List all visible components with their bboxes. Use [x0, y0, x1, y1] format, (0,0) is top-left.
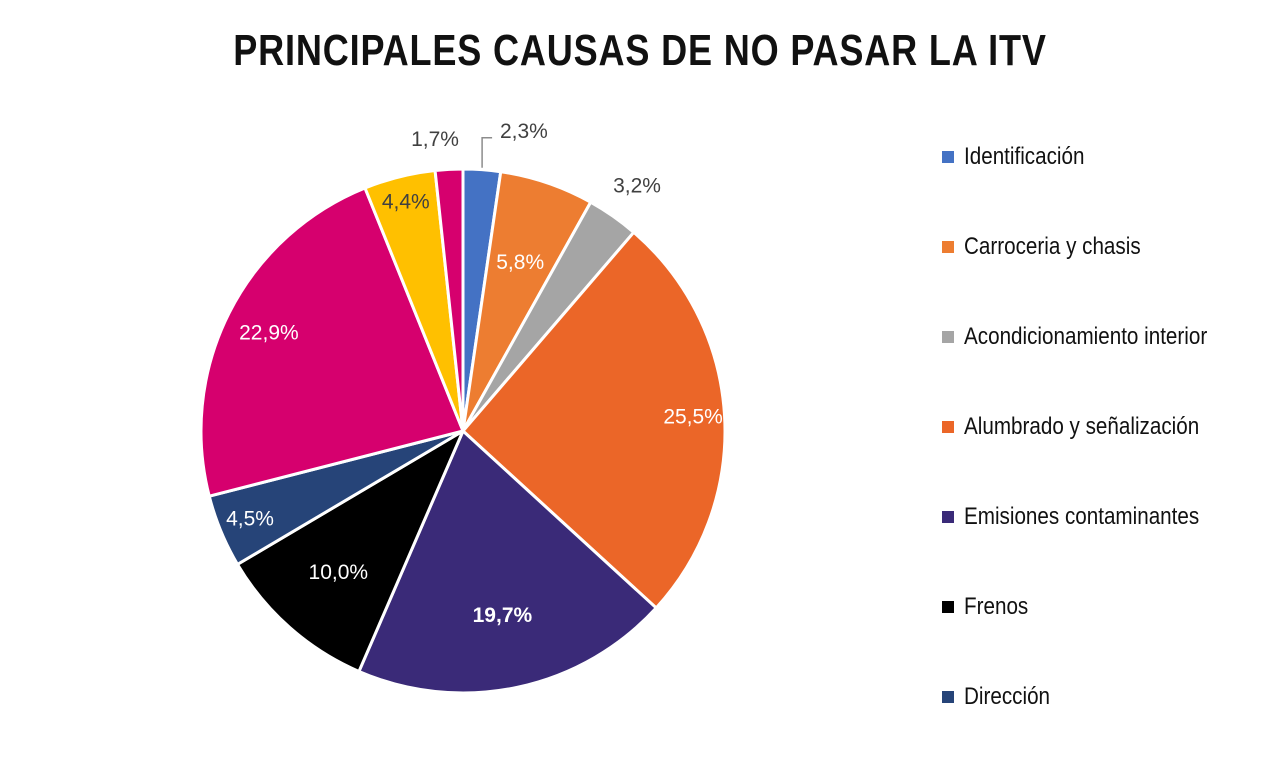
- pie-slice: [433, 167, 465, 433]
- legend-swatch: [942, 151, 954, 163]
- pie-slice: [461, 230, 727, 610]
- legend-item: Dirección: [942, 672, 1247, 762]
- slice-label: 25,5%: [663, 406, 723, 429]
- slice-label: 4,5%: [226, 508, 274, 531]
- slice-label: 5,8%: [496, 251, 544, 274]
- legend-swatch: [942, 241, 954, 253]
- slice-label: 10,0%: [309, 561, 369, 584]
- pie-slice: [357, 429, 658, 695]
- legend-label: Frenos: [964, 593, 1029, 620]
- pie-slices: [199, 167, 727, 695]
- slice-label: 1,7%: [411, 128, 459, 151]
- legend-swatch: [942, 421, 954, 433]
- leader-line: [481, 136, 493, 168]
- legend-label: Emisiones contaminantes: [964, 503, 1200, 530]
- legend-swatch: [942, 601, 954, 613]
- slice-label: 19,7%: [473, 604, 533, 627]
- legend-item: Frenos: [942, 582, 1247, 672]
- legend-swatch: [942, 691, 954, 703]
- slice-label: 3,2%: [613, 175, 661, 198]
- leader-lines: [481, 136, 493, 168]
- legend-item: Carroceria y chasis: [942, 222, 1247, 312]
- legend-label: Dirección: [964, 683, 1051, 710]
- slice-label: 22,9%: [239, 321, 299, 344]
- legend-item: Acondicionamiento interior: [942, 312, 1247, 402]
- legend-item: Emisiones contaminantes: [942, 492, 1247, 582]
- legend-label: Alumbrado y señalización: [964, 413, 1200, 440]
- chart-title: PRINCIPALES CAUSAS DE NO PASAR LA ITV: [233, 26, 1047, 75]
- slice-label: 2,3%: [500, 120, 548, 143]
- pie-slice: [199, 186, 465, 498]
- legend-label: Acondicionamiento interior: [964, 323, 1208, 350]
- legend-swatch: [942, 331, 954, 343]
- legend-label: Carroceria y chasis: [964, 233, 1141, 260]
- legend: Identificación Carroceria y chasis Acondic…: [942, 132, 1247, 762]
- legend-swatch: [942, 511, 954, 523]
- legend-item: Identificación: [942, 132, 1247, 222]
- slice-labels: 2,3% 5,8% 3,2% 25,5% 19,7% 10,0% 4,5% 22,9% 4,4%…: [226, 120, 723, 627]
- pie-slice: [235, 429, 465, 673]
- legend-label: Identificación: [964, 143, 1085, 170]
- slice-label: 4,4%: [382, 191, 430, 214]
- legend-item: Alumbrado y señalización: [942, 402, 1247, 492]
